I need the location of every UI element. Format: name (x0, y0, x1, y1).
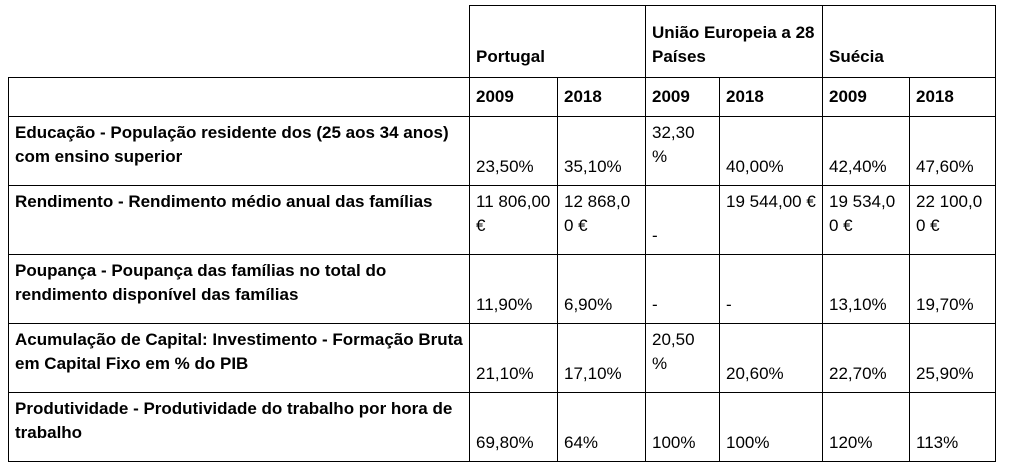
table-cell: 19 544,00 € (719, 185, 823, 255)
table-cell: 64% (557, 392, 646, 462)
table-cell: 13,10% (822, 254, 910, 324)
table-cell: 19,70% (909, 254, 996, 324)
year-header-blank (8, 77, 470, 117)
table-cell: 20,50 % (645, 323, 720, 393)
table-row: Educação - População residente dos (25 a… (8, 116, 996, 186)
year-header-row: 2009 2018 2009 2018 2009 2018 (8, 77, 996, 117)
year-header: 2018 (719, 77, 823, 117)
row-label-acumulacao-capital: Acumulação de Capital: Investimento - Fo… (8, 323, 470, 393)
table-cell: 11 806,00 € (469, 185, 558, 255)
year-header: 2018 (557, 77, 646, 117)
year-header: 2018 (909, 77, 996, 117)
table-cell: 47,60% (909, 116, 996, 186)
empty-corner-cell (8, 5, 470, 78)
table-cell: - (645, 254, 720, 324)
table-cell: 22,70% (822, 323, 910, 393)
year-header: 2009 (469, 77, 558, 117)
table-cell: 22 100,00 € (909, 185, 996, 255)
table-row: Poupança - Poupança das famílias no tota… (8, 254, 996, 324)
year-header: 2009 (645, 77, 720, 117)
table-cell: - (645, 185, 720, 255)
table-cell: 11,90% (469, 254, 558, 324)
country-header-portugal: Portugal (469, 5, 646, 78)
table-cell: - (719, 254, 823, 324)
table-cell: 19 534,00 € (822, 185, 910, 255)
table-cell: 35,10% (557, 116, 646, 186)
row-label-rendimento: Rendimento - Rendimento médio anual das … (8, 185, 470, 255)
country-header-eu28: União Europeia a 28 Países (645, 5, 823, 78)
row-label-produtividade: Produtividade - Produtividade do trabalh… (8, 392, 470, 462)
table-cell: 17,10% (557, 323, 646, 393)
table-row: Produtividade - Produtividade do trabalh… (8, 392, 996, 462)
table-cell: 100% (645, 392, 720, 462)
table-cell: 69,80% (469, 392, 558, 462)
country-header-suecia: Suécia (822, 5, 996, 78)
table-cell: 6,90% (557, 254, 646, 324)
table-cell: 40,00% (719, 116, 823, 186)
indicators-table: Portugal União Europeia a 28 Países Suéc… (8, 5, 996, 462)
row-label-poupanca: Poupança - Poupança das famílias no tota… (8, 254, 470, 324)
table-cell: 100% (719, 392, 823, 462)
year-header: 2009 (822, 77, 910, 117)
table-cell: 42,40% (822, 116, 910, 186)
table-cell: 120% (822, 392, 910, 462)
table-cell: 23,50% (469, 116, 558, 186)
table-row: Acumulação de Capital: Investimento - Fo… (8, 323, 996, 393)
table-row: Rendimento - Rendimento médio anual das … (8, 185, 996, 255)
country-header-row: Portugal União Europeia a 28 Países Suéc… (8, 5, 996, 78)
table-cell: 21,10% (469, 323, 558, 393)
row-label-educacao: Educação - População residente dos (25 a… (8, 116, 470, 186)
table-cell: 113% (909, 392, 996, 462)
table-cell: 25,90% (909, 323, 996, 393)
table-cell: 32,30 % (645, 116, 720, 186)
table-cell: 20,60% (719, 323, 823, 393)
table-cell: 12 868,00 € (557, 185, 646, 255)
